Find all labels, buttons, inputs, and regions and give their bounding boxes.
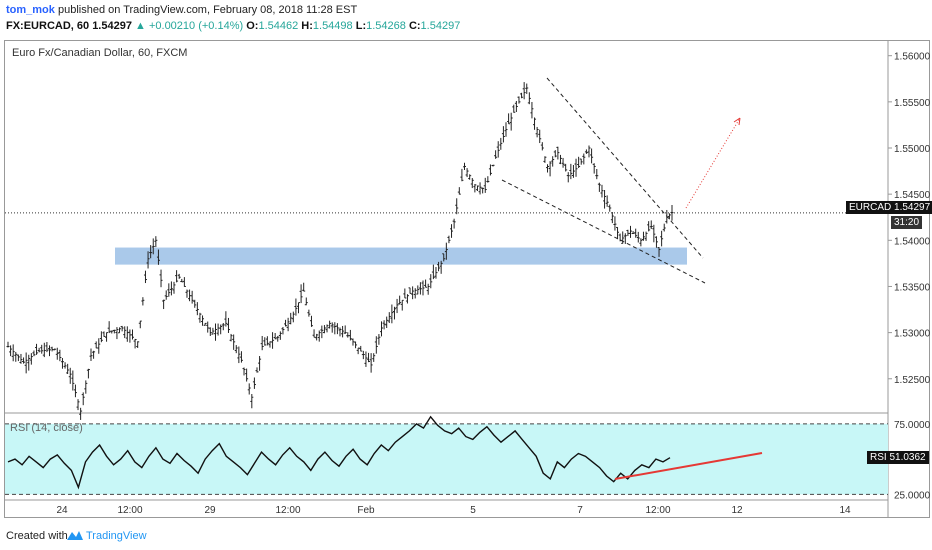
rsi-tag-name: RSI	[870, 452, 887, 463]
symbol-price-tag: EURCAD 1.54297	[846, 201, 932, 214]
projection-arrow-icon	[733, 117, 741, 126]
time-tick-label: Feb	[357, 505, 375, 516]
price-tick-label: 1.55500	[894, 98, 931, 109]
high-value: 1.54498	[312, 20, 353, 32]
publish-header: tom_mok published on TradingView.com, Fe…	[0, 0, 932, 36]
low-label: L:	[355, 20, 367, 32]
time-tick-label: 7	[577, 505, 583, 516]
published-text: published on TradingView.com, February 0…	[57, 4, 358, 16]
price-tick-label: 1.52500	[894, 375, 931, 386]
price-tick-label: 1.55000	[894, 144, 931, 155]
open-value: 1.54462	[258, 20, 299, 32]
symbol-label: FX:EURCAD, 60	[6, 20, 90, 32]
chart-title: Euro Fx/Canadian Dollar, 60, FXCM	[12, 47, 188, 59]
wedge-lower-line	[501, 179, 706, 284]
price-tick-label: 1.54500	[894, 190, 931, 201]
rsi-tick-label: 75.0000	[894, 420, 931, 431]
time-tick-label: 14	[839, 505, 851, 516]
time-tick-label: 5	[470, 505, 476, 516]
created-with-text: Created with	[6, 530, 68, 542]
close-value: 1.54297	[420, 20, 461, 32]
price-tag-value: 1.54297	[894, 202, 931, 213]
countdown-tag: 31:20	[891, 216, 923, 229]
rsi-tag-value: 51.0362	[889, 452, 926, 463]
publish-info: tom_mok published on TradingView.com, Fe…	[6, 4, 357, 16]
symbol-info: FX:EURCAD, 60 1.54297 ▲ +0.00210 (+0.14%…	[6, 20, 460, 32]
time-tick-label: 24	[56, 505, 68, 516]
rsi-band	[5, 423, 888, 495]
price-tick-label: 1.56000	[894, 52, 931, 63]
price-tick-label: 1.53500	[894, 282, 931, 293]
rsi-trendline	[614, 452, 763, 480]
low-value: 1.54268	[366, 20, 406, 32]
time-tick-label: 29	[204, 505, 216, 516]
author-name[interactable]: tom_mok	[6, 4, 55, 16]
last-price: 1.54297	[92, 20, 132, 32]
rsi-title: RSI (14, close)	[10, 422, 83, 434]
price-change: +0.00210 (+0.14%)	[148, 20, 244, 32]
rsi-value-tag: RSI 51.0362	[867, 451, 929, 464]
time-tick-label: 12	[731, 505, 743, 516]
footer: Created with TradingView	[0, 522, 932, 550]
open-label: O:	[246, 20, 259, 32]
high-label: H:	[301, 20, 313, 32]
time-tick-label: 12:00	[117, 505, 142, 516]
rsi-tick-label: 25.0000	[894, 490, 931, 501]
price-tick-label: 1.54000	[894, 236, 931, 247]
up-arrow-icon: ▲	[135, 20, 146, 32]
price-tag-symbol: EURCAD	[849, 202, 892, 213]
close-label: C:	[408, 20, 421, 32]
wedge-upper-line	[546, 77, 704, 259]
time-tick-label: 12:00	[275, 505, 300, 516]
projection-line	[685, 117, 741, 209]
ohlc-bars	[6, 82, 674, 420]
rsi-line	[7, 415, 671, 490]
chart-frame	[4, 40, 930, 518]
time-tick-label: 12:00	[645, 505, 670, 516]
support-zone	[115, 247, 687, 265]
price-tick-label: 1.53000	[894, 329, 931, 340]
tradingview-logo-icon[interactable]	[66, 528, 84, 542]
tradingview-brand[interactable]: TradingView	[86, 530, 147, 542]
